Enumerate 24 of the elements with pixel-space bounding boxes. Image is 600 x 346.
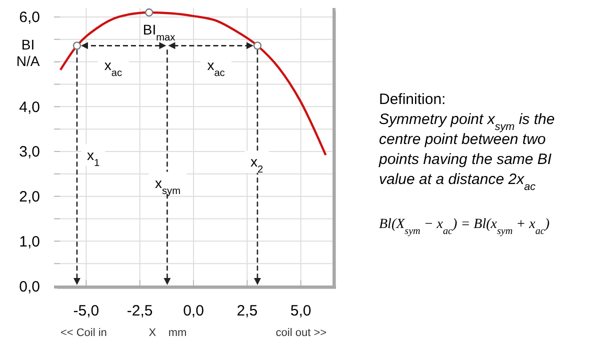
text: coil out >>: [276, 327, 327, 339]
x-axis-title: X mm: [148, 327, 187, 339]
annotation: x$_{sym}$: [155, 174, 180, 196]
annotation: x$_{ac}$: [104, 56, 122, 78]
y-tick-label: 2,0: [19, 188, 40, 206]
text: << Coil in: [60, 327, 107, 339]
y-tick-label: 0,0: [19, 278, 40, 296]
annotation: BI$_{max}$: [142, 21, 176, 43]
x-tick-label: -5,0: [73, 302, 100, 320]
y-tick-label: 6,0: [19, 9, 40, 26]
annotation: x$_{1}$: [86, 146, 100, 168]
annotation: x$_{2}$: [250, 154, 264, 176]
x-tick-label: 2,5: [236, 302, 258, 320]
text: Symmetry point x$_{sym}$ is the centre point between two points having the same BI value at a distance 2x$_{ac}$: [378, 111, 555, 193]
annotation: x$_{ac}$: [207, 56, 225, 78]
y-tick-label: 4,0: [19, 98, 40, 116]
y-tick-label: 1,0: [19, 233, 40, 250]
x-tick-label: -2,5: [126, 302, 153, 320]
text: Definition:: [379, 91, 446, 108]
y-axis-title: BI N/A: [16, 36, 40, 69]
x-tick-label: 0,0: [183, 302, 204, 320]
x-tick-label: 5,0: [290, 302, 312, 320]
text: Bl(X$_{sym}$ − x$_{ac}$) = Bl(x$_{sym}$ + x$_{ac}$): [379, 217, 550, 236]
y-tick-label: 3,0: [19, 144, 40, 161]
